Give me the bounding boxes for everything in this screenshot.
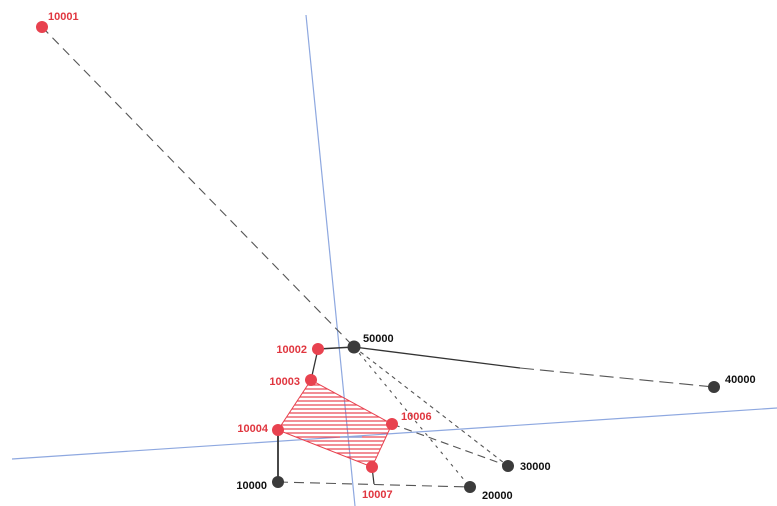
label-10001: 10001 xyxy=(48,11,79,23)
label-40000: 40000 xyxy=(725,374,756,386)
blue-axis-line-horizontal xyxy=(11,407,777,460)
edge-10006-30000 xyxy=(391,423,509,467)
node-20000[interactable] xyxy=(464,481,476,493)
node-10007[interactable] xyxy=(366,461,378,473)
label-10003: 10003 xyxy=(269,376,300,388)
edge-10000-20000 xyxy=(277,481,471,488)
label-50000: 50000 xyxy=(363,333,394,345)
node-10000[interactable] xyxy=(272,476,284,488)
node-40000[interactable] xyxy=(708,381,720,393)
label-10000: 10000 xyxy=(236,480,267,492)
node-10006[interactable] xyxy=(386,418,398,430)
node-10001[interactable] xyxy=(36,21,48,33)
node-30000[interactable] xyxy=(502,460,514,472)
edge-50000-40000 xyxy=(353,346,521,369)
node-10003[interactable] xyxy=(305,374,317,386)
label-10006: 10006 xyxy=(401,411,432,423)
label-10002: 10002 xyxy=(276,344,307,356)
node-50000[interactable] xyxy=(347,340,361,354)
label-10004: 10004 xyxy=(237,423,268,435)
label-10007: 10007 xyxy=(362,489,393,501)
hatched-region xyxy=(277,379,393,468)
edge-50000-20000 xyxy=(353,346,471,488)
edge-10001-50000 xyxy=(41,26,355,348)
node-10002[interactable] xyxy=(312,343,324,355)
edge-50000-40000-dashed xyxy=(519,367,715,388)
node-10004[interactable] xyxy=(272,424,284,436)
label-20000: 20000 xyxy=(482,490,513,502)
edge-50000-30000 xyxy=(353,346,509,467)
label-30000: 30000 xyxy=(520,461,551,473)
